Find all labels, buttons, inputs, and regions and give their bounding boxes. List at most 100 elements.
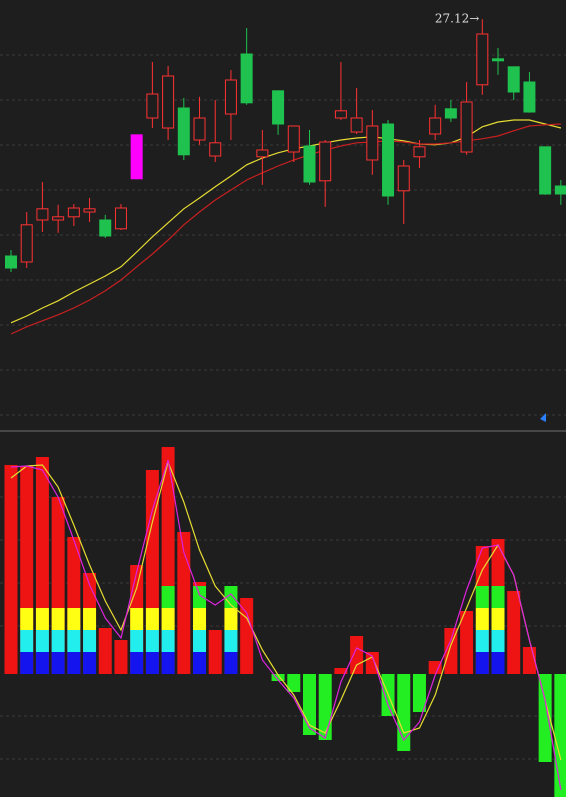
band-segment [224,630,238,652]
candle-body [36,208,49,221]
candle-body [209,142,222,157]
candle-body [303,145,316,183]
candle-body [287,125,300,153]
band-segment [145,652,159,674]
candle-body [366,125,379,161]
band-segment [67,652,81,674]
band-segment [51,652,65,674]
band-segment [475,630,489,652]
grid [0,54,566,760]
annotation: 27.12→ [435,12,479,26]
candle-body [413,146,426,158]
bar [334,668,348,674]
band-segment [51,630,65,652]
bar [318,674,332,740]
candle-body [382,123,395,197]
band-segment [67,630,81,652]
bar [554,674,566,797]
band-segment [224,608,238,630]
indicator-line [10,460,562,761]
candle-body [67,207,80,218]
band-segment [83,652,97,674]
candle-body [52,216,65,221]
bar [98,628,112,674]
candle-body [444,108,457,119]
band-segment [224,652,238,674]
band-segment [193,586,207,608]
marker [540,413,546,422]
candle-body [193,117,206,141]
candle-body [162,75,175,129]
bar [271,674,285,681]
bar [428,661,442,674]
candle-body [554,185,566,195]
band-segment [475,652,489,674]
candle-body [334,110,347,119]
bar [4,465,18,674]
band-segment [35,652,49,674]
band-segment [161,586,175,608]
candle-body [114,207,127,230]
band-segment [35,630,49,652]
bar [287,674,301,692]
candle-body [460,101,473,153]
candle-body [523,81,536,113]
candle-body [397,165,410,192]
band-segment [130,630,144,652]
candle-body [240,53,253,104]
bar [412,674,426,712]
band-segment [145,608,159,630]
band-segment [491,586,505,608]
bar [350,636,364,674]
bar [507,591,521,674]
band-segment [130,652,144,674]
band-segment [51,608,65,630]
bar [208,630,222,674]
band-segment [20,608,34,630]
candle-body [476,33,489,86]
band-segment [20,652,34,674]
candle-body [319,141,332,182]
bar [365,652,379,674]
indicator-line [10,459,562,791]
candle-body [539,146,552,195]
candle-body [146,93,159,119]
candle-body [507,66,520,93]
band-segment [145,630,159,652]
candle-body [177,107,190,156]
bar [114,640,128,674]
bar [538,674,552,762]
band-segment [491,608,505,630]
candle-body [224,79,237,115]
band-segment [67,608,81,630]
band-segment [20,630,34,652]
band-segment [475,586,489,608]
bar [522,647,536,674]
band-segment [83,608,97,630]
band-segment [161,608,175,630]
candle-body [429,117,442,135]
band-segment [491,630,505,652]
candle-body [350,117,363,133]
candle-body [256,149,269,158]
band-segment [130,608,144,630]
band-segment [35,608,49,630]
band-segment [224,586,238,608]
band-segment [193,608,207,630]
candle-body [272,90,285,125]
bar [177,532,191,674]
bar [240,598,254,674]
candle-body [20,224,33,263]
band-segment [83,630,97,652]
candle-body [130,134,143,180]
band-segment [161,652,175,674]
band-segment [161,630,175,652]
bar [302,674,316,735]
bar [444,628,458,674]
band-segment [193,630,207,652]
candle-body [99,219,112,237]
band-segment [193,652,207,674]
candle-body [5,255,17,269]
